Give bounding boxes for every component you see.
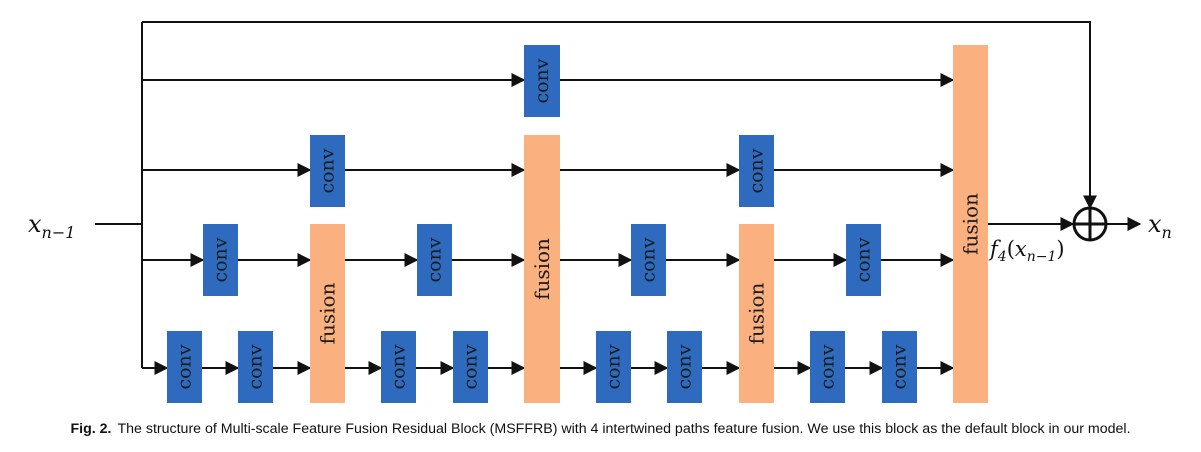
conv-label: conv	[210, 237, 232, 282]
figure-caption: Fig. 2. The structure of Multi-scale Feat…	[0, 421, 1201, 437]
conv-block-12: conv	[596, 331, 631, 403]
conv-block-10: conv	[381, 331, 416, 403]
fusion-block-rect	[953, 45, 988, 403]
conv-label: conv	[853, 237, 875, 282]
conv-block-rect	[310, 135, 345, 207]
conv-label: conv	[388, 344, 410, 389]
conv-block-rect	[453, 331, 488, 403]
conv-label: conv	[245, 344, 267, 389]
conv-block-rect	[846, 224, 881, 296]
fusion-block-rect	[739, 224, 774, 403]
conv-label: conv	[424, 237, 446, 282]
caption-text: The structure of Multi-scale Feature Fus…	[117, 421, 1131, 437]
conv-block-9: conv	[238, 331, 273, 403]
fusion-block-4: fusion	[953, 45, 988, 403]
fusion-block-3: fusion	[739, 224, 774, 403]
fusion-label: fusion	[530, 238, 554, 300]
conv-block-rect	[524, 45, 560, 117]
conv-label: conv	[460, 344, 482, 389]
conv-label: conv	[174, 344, 196, 389]
conv-label: conv	[317, 148, 339, 193]
figure-number: Fig. 2.	[70, 421, 112, 437]
fusion-label: fusion	[316, 282, 340, 344]
conv-block-rect	[739, 135, 774, 207]
input-label: xn−1	[28, 210, 75, 242]
conv-block-rect	[167, 331, 202, 403]
conv-block-1: conv	[524, 45, 560, 117]
conv-block-6: conv	[631, 224, 666, 296]
conv-block-8: conv	[167, 331, 202, 403]
conv-block-rect	[238, 331, 273, 403]
conv-block-2: conv	[310, 135, 345, 207]
conv-block-rect	[381, 331, 416, 403]
output-label: xn	[1148, 210, 1172, 242]
fusion-block-rect	[524, 135, 560, 403]
conv-block-rect	[596, 331, 631, 403]
conv-block-11: conv	[453, 331, 488, 403]
connection-lines	[95, 21, 1142, 375]
fusion-label: fusion	[745, 282, 769, 344]
conv-block-3: conv	[739, 135, 774, 207]
fusion-output-label: f4(xn−1)	[988, 237, 1065, 265]
fusion-block-2: fusion	[524, 135, 560, 403]
conv-block-7: conv	[846, 224, 881, 296]
conv-label: conv	[817, 344, 839, 389]
plus-circle-icon	[1072, 206, 1108, 242]
fusion-block-1: fusion	[310, 224, 345, 403]
conv-block-5: conv	[417, 224, 452, 296]
conv-label: conv	[531, 58, 553, 103]
conv-label: conv	[603, 344, 625, 389]
conv-block-rect	[810, 331, 845, 403]
msffrb-diagram: conv conv conv conv conv conv conv conv conv conv…	[28, 21, 1172, 403]
conv-block-15: conv	[882, 331, 917, 403]
fusion-block-rect	[310, 224, 345, 403]
conv-block-rect	[631, 224, 666, 296]
conv-block-rect	[417, 224, 452, 296]
conv-block-4: conv	[203, 224, 238, 296]
conv-label: conv	[889, 344, 911, 389]
conv-label: conv	[746, 148, 768, 193]
conv-label: conv	[638, 237, 660, 282]
fusion-label: fusion	[959, 193, 983, 255]
conv-block-rect	[667, 331, 702, 403]
conv-block-rect	[882, 331, 917, 403]
conv-block-13: conv	[667, 331, 702, 403]
conv-block-rect	[203, 224, 238, 296]
conv-block-14: conv	[810, 331, 845, 403]
conv-label: conv	[674, 344, 696, 389]
